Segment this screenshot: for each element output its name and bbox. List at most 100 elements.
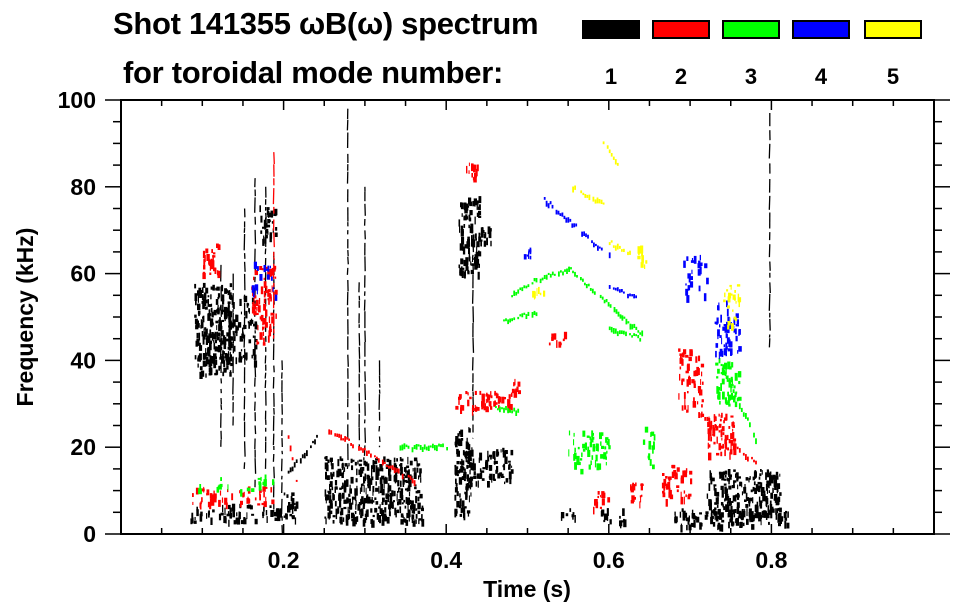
spectral-spike (378, 436, 381, 443)
spectral-pixel (556, 340, 558, 348)
spectral-pixel (402, 473, 406, 477)
spectral-pixel (730, 433, 734, 440)
spectral-pixel (209, 265, 211, 271)
spectral-pixel (629, 333, 631, 336)
spectral-pixel (415, 514, 418, 519)
spectral-pixel (339, 499, 342, 508)
spectral-pixel (351, 459, 355, 462)
spectral-pixel (676, 467, 680, 472)
spectral-pixel (214, 346, 218, 352)
spectral-pixel (727, 499, 729, 504)
spectral-pixel (418, 475, 420, 480)
spectral-pixel (253, 360, 258, 368)
spectral-pixel (589, 436, 592, 440)
spectral-pixel (468, 224, 470, 229)
spectral-pixel (210, 307, 213, 313)
spectral-pixel (686, 295, 690, 303)
x-tick-label: 0.8 (755, 547, 787, 573)
spectral-pixel (509, 477, 512, 485)
spectral-pixel (600, 247, 603, 251)
spectral-pixel (680, 491, 682, 500)
spectral-pixel (481, 400, 485, 409)
spectral-pixel (591, 455, 594, 460)
spectral-pixel (483, 240, 487, 247)
spectral-pixel (729, 452, 731, 460)
spectral-pixel (560, 516, 563, 521)
spectral-pixel (263, 265, 266, 273)
spectral-pixel (722, 370, 726, 376)
spectral-pixel (479, 390, 482, 395)
spectral-pixel (593, 446, 596, 449)
spectral-pixel (272, 287, 274, 292)
spectral-pixel (210, 303, 213, 307)
spectral-pixel (732, 378, 733, 386)
spectral-pixel (689, 470, 693, 475)
spectral-pixel (230, 354, 232, 362)
spectral-pixel (682, 515, 686, 521)
feature-mode-5-streak (602, 141, 619, 166)
spectral-pixel (411, 510, 414, 514)
spectral-pixel (493, 461, 497, 464)
spectral-pixel (213, 357, 216, 365)
spectral-pixel (336, 433, 339, 437)
spectral-pixel (239, 335, 242, 342)
spectral-pixel (716, 436, 718, 444)
spectral-pixel (256, 266, 259, 271)
spectral-pixel (203, 354, 205, 360)
spectral-pixel (733, 480, 737, 483)
spectral-pixel (383, 480, 385, 489)
spectral-pixel (715, 350, 717, 358)
spectral-pixel (209, 340, 212, 344)
spectral-pixel (216, 286, 220, 291)
spectral-pixel (287, 505, 291, 513)
spectral-pixel (736, 502, 740, 508)
spectral-pixel (623, 330, 625, 335)
spectral-pixel (271, 267, 274, 276)
spectral-pixel (501, 407, 503, 410)
spectral-pixel (507, 319, 509, 325)
spectral-pixel (688, 524, 692, 531)
spectral-pixel (478, 204, 481, 211)
spectral-pixel (357, 460, 359, 465)
spectral-pixel (730, 383, 734, 386)
spectral-pixel (609, 519, 612, 525)
spectral-pixel (635, 326, 638, 330)
spectral-pixel (715, 425, 717, 431)
spectral-pixel (680, 496, 684, 505)
spectral-pixel (368, 450, 370, 454)
spectral-pixel (662, 473, 665, 476)
spectral-pixel (730, 348, 732, 356)
spectral-pixel (213, 342, 216, 350)
spectral-pixel (674, 511, 676, 516)
spectral-pixel (478, 457, 480, 463)
spectral-pixel (726, 289, 729, 292)
spectral-pixel (291, 457, 294, 461)
spectral-pixel (329, 484, 331, 491)
spectral-pixel (749, 476, 751, 480)
spectral-pixel (345, 514, 348, 523)
spectral-pixel (775, 475, 779, 480)
spectral-pixel (387, 495, 390, 503)
spectral-pixel (198, 287, 202, 291)
spectral-pixel (421, 507, 424, 512)
spectral-pixel (421, 505, 424, 509)
spectral-pixel (539, 278, 542, 284)
spectral-pixel (777, 496, 781, 502)
spectral-pixel (608, 445, 611, 450)
spectral-pixel (478, 236, 482, 242)
spectral-pixel (355, 500, 357, 506)
feature-mode-2-blob (630, 482, 644, 509)
spectral-pixel (713, 414, 716, 422)
spectral-pixel (720, 485, 724, 490)
spectral-pixel (486, 394, 491, 401)
spectral-pixel (469, 226, 473, 234)
spectral-pixel (687, 494, 691, 500)
spectral-pixel (668, 476, 672, 480)
spectral-pixel (212, 252, 216, 255)
spectral-pixel (404, 479, 408, 483)
spectral-pixel (218, 324, 221, 332)
spectral-pixel (570, 267, 572, 270)
spectral-pixel (775, 497, 779, 506)
spectral-pixel (593, 291, 596, 295)
spectral-pixel (255, 299, 259, 306)
